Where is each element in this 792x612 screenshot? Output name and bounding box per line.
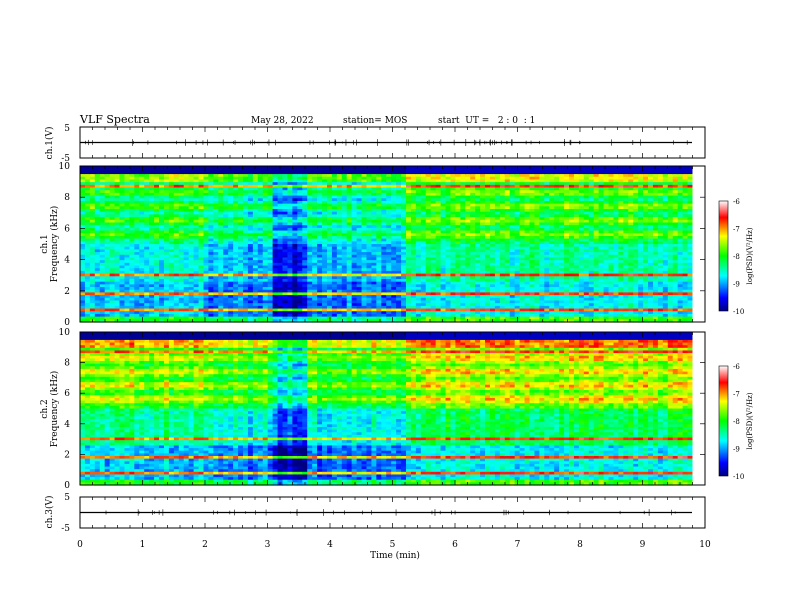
ch2-colorbar: -6 -7 -8 -9 -10 log(PSD)(V²/Hz) (718, 363, 754, 481)
freq-tick-label: 4 (64, 256, 70, 266)
ch1-colorbar-label: log(PSD)(V²/Hz) (746, 227, 754, 284)
x-tick-label: 1 (140, 540, 146, 550)
freq-tick-label: 2 (64, 287, 70, 297)
colorbar-tick-label: -6 (733, 363, 740, 371)
ch2-spectrogram-ylabel-channel: ch.2 (40, 399, 50, 418)
colorbar-tick-label: -10 (733, 473, 744, 481)
x-tick-label: 0 (77, 540, 83, 550)
colorbar-tick-label: -9 (733, 446, 740, 454)
start-time-label: start UT = 2 : 0 : 1 (438, 116, 535, 126)
freq-tick-label: 2 (64, 450, 70, 460)
freq-tick-label: 8 (64, 359, 70, 369)
ch1-spectrogram-ylabel-frequency: Frequency (kHz) (49, 206, 60, 283)
x-tick-label: 6 (452, 540, 458, 550)
ch3-ytick-top: 5 (64, 493, 70, 503)
colorbar-tick-label: -6 (733, 198, 740, 206)
freq-tick-label: 0 (64, 481, 70, 491)
x-axis-label: Time (min) (370, 550, 420, 561)
colorbar-tick-label: -8 (733, 418, 740, 426)
ch2-colorbar-label: log(PSD)(V²/Hz) (746, 392, 754, 449)
x-tick-label: 8 (577, 540, 583, 550)
colorbar-tick-label: -7 (733, 226, 740, 234)
freq-tick-label: 10 (59, 328, 71, 338)
ch1-colorbar: -6 -7 -8 -9 -10 log(PSD)(V²/Hz) (718, 198, 754, 316)
ch1-waveform-panel: 5 -5 ch.1(V) (44, 124, 706, 164)
ch3-waveform-panel: 5 -5 ch.3(V) (44, 493, 706, 534)
freq-tick-label: 0 (64, 318, 70, 328)
x-tick-label: 5 (390, 540, 396, 550)
ch2-spectrogram-panel: 0 2 4 6 8 10 ch.2 Frequency (kHz) (40, 328, 706, 491)
station-label: station= MOS (343, 116, 407, 126)
freq-tick-label: 4 (64, 420, 70, 430)
ch1-ytick-top: 5 (64, 124, 70, 134)
freq-tick-label: 6 (64, 389, 70, 399)
freq-tick-label: 6 (64, 224, 70, 234)
colorbar-tick-label: -8 (733, 253, 740, 261)
ch3-ylabel: ch.3(V) (44, 496, 55, 529)
x-tick-label: 7 (515, 540, 521, 550)
ch1-spectrogram-panel: 0 2 4 6 8 10 ch.1 Frequency (kHz) (40, 162, 706, 328)
freq-tick-label: 8 (64, 193, 70, 203)
x-tick-label: 3 (265, 540, 271, 550)
date-label: May 28, 2022 (251, 116, 314, 126)
ch1-spectrogram-ylabel-channel: ch.1 (40, 234, 50, 253)
x-tick-label: 2 (202, 540, 208, 550)
ch3-ytick-bottom: -5 (61, 524, 70, 534)
ch1-ytick-bottom: -5 (61, 154, 70, 164)
colorbar-tick-label: -7 (733, 391, 740, 399)
x-tick-label: 9 (640, 540, 646, 550)
x-tick-label: 4 (327, 540, 333, 550)
colorbar-tick-label: -10 (733, 308, 744, 316)
freq-tick-label: 10 (59, 162, 71, 172)
colorbar-tick-label: -9 (733, 281, 740, 289)
ch2-spectrogram-ylabel-frequency: Frequency (kHz) (49, 371, 60, 448)
ch1-ylabel: ch.1(V) (44, 127, 55, 160)
x-tick-label: 10 (699, 540, 711, 550)
figure-title: VLF Spectra (79, 113, 150, 126)
